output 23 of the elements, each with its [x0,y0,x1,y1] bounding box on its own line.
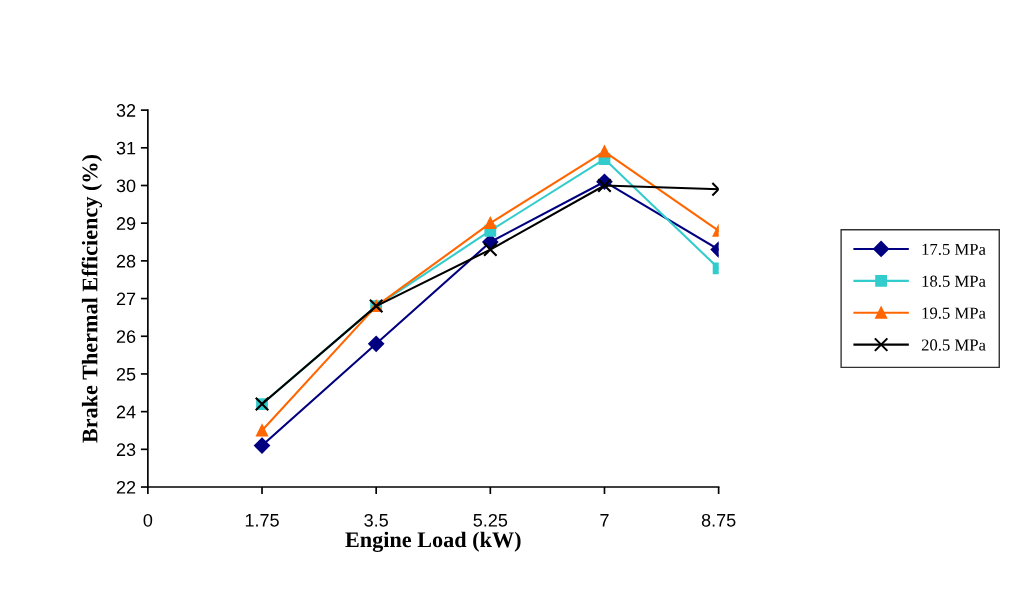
x-tick-label: 1.75 [245,514,279,527]
y-tick-label: 25 [116,367,136,381]
y-tick-label: 32 [116,104,136,117]
y-tick-label: 28 [116,254,136,268]
x-tick-label: 7 [600,514,609,527]
y-tick-label: 31 [116,141,136,155]
y-tick-label: 24 [116,405,136,419]
legend-label: 19.5 MPa [922,307,986,319]
y-tick-label: 27 [116,292,136,306]
legend-label: 18.5 MPa [922,275,986,287]
legend-label: 20.5 MPa [921,339,986,351]
x-axis-title: Engine Load (kW) [345,531,521,552]
y-tick-label: 30 [116,179,136,193]
y-tick-label: 29 [116,217,136,230]
x-tick-label: 5.25 [473,513,508,527]
x-tick-label: 3.5 [364,513,388,527]
y-tick-label: 26 [116,330,136,343]
y-tick-label: 23 [116,443,136,457]
x-tick-label: 0 [143,513,153,527]
y-axis-title: Brake Thermal Efficiency (%) [81,155,103,443]
legend-label: 17.5 MPa [922,243,986,256]
x-tick-label: 8.75 [701,513,736,527]
y-tick-label: 22 [116,480,136,494]
